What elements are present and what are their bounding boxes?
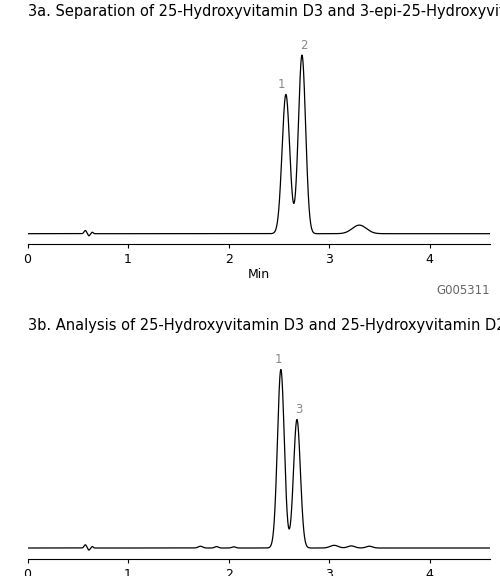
Text: 3a. Separation of 25-Hydroxyvitamin D3 and 3-epi-25-Hydroxyvitamin D3: 3a. Separation of 25-Hydroxyvitamin D3 a… — [28, 4, 500, 19]
Text: G005311: G005311 — [436, 284, 490, 297]
Text: 2: 2 — [300, 39, 308, 52]
Text: 3b. Analysis of 25-Hydroxyvitamin D3 and 25-Hydroxyvitamin D2: 3b. Analysis of 25-Hydroxyvitamin D3 and… — [28, 319, 500, 334]
Text: 3: 3 — [296, 403, 302, 416]
Text: 1: 1 — [275, 353, 282, 366]
Text: 1: 1 — [278, 78, 285, 91]
X-axis label: Min: Min — [248, 268, 270, 281]
